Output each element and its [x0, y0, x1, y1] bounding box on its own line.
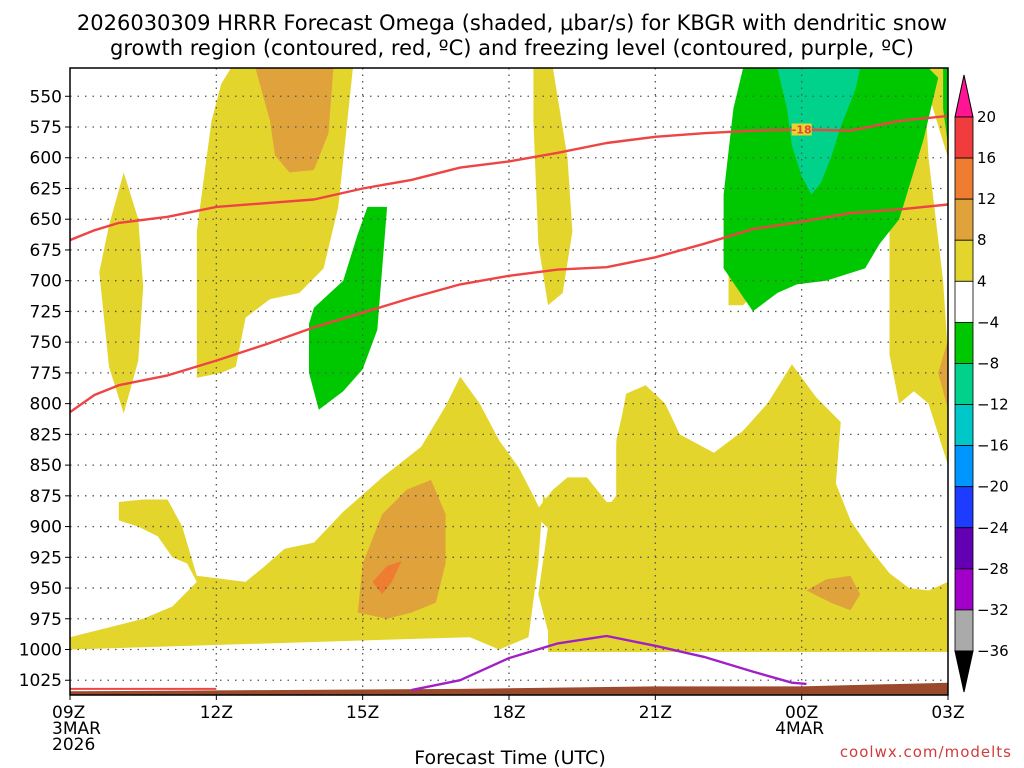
colorbar-label: 16: [977, 149, 996, 167]
colorbar-label: −32: [977, 601, 1009, 619]
x-tick-label: 4MAR: [775, 719, 824, 739]
terrain-band: [70, 682, 948, 695]
y-tick-label: 950: [30, 579, 62, 599]
omega-region-omega-4-8: [99, 172, 144, 414]
y-tick-label: 1025: [19, 671, 62, 691]
y-tick-label: 975: [30, 610, 62, 630]
omega-region-omega-4-8: [431, 59, 465, 68]
colorbar: 20 16 12 8 4 −4 −8 −12 −16 −20 −24 −28 −32 −36: [954, 74, 1009, 693]
colorbar-swatch: [954, 527, 974, 570]
x-tick-label: 15Z: [346, 703, 379, 723]
omega-region-omega-neg4-neg8: [723, 68, 939, 312]
y-tick-label: 825: [30, 425, 62, 445]
colorbar-label: 20: [977, 108, 996, 126]
x-axis-label: Forecast Time (UTC): [414, 747, 605, 768]
colorbar-swatch: [954, 157, 974, 200]
y-tick-label: 900: [30, 518, 62, 538]
colorbar-swatch: [954, 239, 974, 282]
colorbar-label: 12: [977, 190, 996, 208]
y-tick-label: 750: [30, 333, 62, 353]
contour-layer: -18: [70, 114, 948, 692]
x-tick-label: 2026: [52, 735, 95, 755]
colorbar-swatch: [954, 321, 974, 364]
y-tick-label: 725: [30, 302, 62, 322]
y-tick-label: 1000: [19, 641, 62, 661]
chart-title-line-1: 2026030309 HRRR Forecast Omega (shaded, …: [77, 11, 947, 35]
omega-region-omega-8-12: [806, 575, 861, 611]
y-tick-label: 850: [30, 456, 62, 476]
contour-label-bg: [791, 123, 812, 136]
colorbar-bottom-arrow: [954, 650, 974, 693]
omega-region-omega-neg4-neg8: [943, 68, 948, 146]
colorbar-swatch: [954, 568, 974, 611]
y-tick-label: 925: [30, 548, 62, 568]
colorbar-swatch: [954, 404, 974, 447]
colorbar-label: 4: [977, 272, 987, 290]
colorbar-label: −12: [977, 396, 1009, 414]
colorbar-label: −16: [977, 437, 1009, 455]
gridlines: [70, 68, 948, 695]
colorbar-swatch: [954, 363, 974, 405]
x-tick-label: 21Z: [639, 703, 672, 723]
colorbar-label: −28: [977, 560, 1009, 578]
y-tick-label: 700: [30, 272, 62, 292]
omega-region-omega-12-16: [372, 561, 402, 595]
colorbar-swatch: [954, 486, 974, 529]
y-tick-label: 550: [30, 87, 62, 107]
x-tick-label: 3MAR: [52, 719, 101, 739]
freezing-level-contour: [411, 634, 807, 692]
y-tick-label: 800: [30, 395, 62, 415]
x-tick-label: 12Z: [200, 703, 233, 723]
chart-title-line-2: growth region (contoured, red, ºC) and f…: [110, 36, 914, 60]
contour-label: -18: [792, 123, 812, 136]
colorbar-label: −24: [977, 519, 1009, 537]
y-tick-label: 875: [30, 487, 62, 507]
y-axis-ticks: 550 575 600 625 650 675 700 725 750 775 800 825 850 8…: [19, 87, 70, 691]
x-tick-label: 03Z: [931, 703, 964, 723]
source-credit: coolwx.com/modelts: [840, 743, 1012, 761]
colorbar-label: −36: [977, 642, 1009, 660]
omega-region-omega-8-12: [255, 68, 334, 173]
colorbar-swatch: [954, 198, 974, 241]
y-tick-label: 625: [30, 179, 62, 199]
colorbar-swatch: [954, 609, 974, 652]
omega-region-omega-8-12: [938, 339, 948, 410]
x-tick-label: 00Z: [785, 703, 818, 723]
colorbar-label: −4: [977, 313, 999, 331]
colorbar-swatch: [954, 445, 974, 488]
colorbar-label: −20: [977, 478, 1009, 496]
colorbar-swatch: [954, 280, 974, 323]
colorbar-label: −8: [977, 354, 999, 372]
colorbar-top-arrow: [954, 74, 974, 118]
omega-region-omega-neg8-neg12: [777, 68, 861, 195]
x-tick-label: 09Z: [52, 703, 85, 723]
y-tick-label: 650: [30, 210, 62, 230]
dgz-bottom-contour: [70, 203, 948, 414]
x-tick-label: 18Z: [492, 703, 525, 723]
colorbar-label: 8: [977, 231, 987, 249]
colorbar-swatch: [954, 116, 974, 159]
omega-region-omega-neg4-neg8: [309, 206, 388, 410]
y-tick-label: 575: [30, 118, 62, 138]
y-tick-label: 775: [30, 364, 62, 384]
y-tick-label: 675: [30, 241, 62, 261]
y-tick-label: 600: [30, 149, 62, 169]
